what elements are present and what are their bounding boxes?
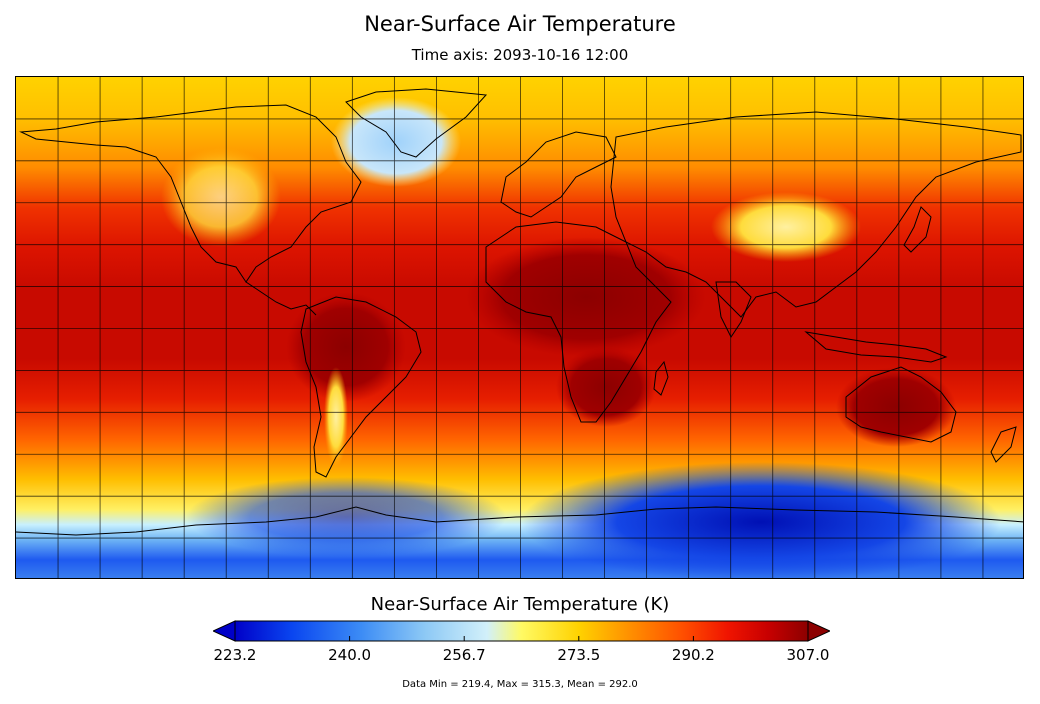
coastlines xyxy=(16,88,1023,536)
colorbar-high-arrow xyxy=(807,620,830,642)
south-america-coast xyxy=(300,296,422,478)
colorbar-tick-label-3: 273.5 xyxy=(557,646,601,664)
central-america-coast xyxy=(245,281,317,316)
temperature-anomalies xyxy=(161,97,1001,578)
temperature-map xyxy=(15,76,1024,579)
time-axis-subtitle: Time axis: 2093-10-16 12:00 xyxy=(411,46,629,64)
europe-coast xyxy=(500,131,617,218)
colorbar-title: Near-Surface Air Temperature (K) xyxy=(370,594,670,615)
colorbar-tick-label-2: 256.7 xyxy=(442,646,486,664)
colorbar-tick-label-0: 223.2 xyxy=(213,646,257,664)
antarctica-coast xyxy=(16,506,1023,536)
madagascar-coast xyxy=(653,360,669,396)
map-title: Near-Surface Air Temperature xyxy=(364,12,676,36)
greenland-coast xyxy=(345,88,488,158)
data-stats: Data Min = 219.4, Max = 315.3, Mean = 29… xyxy=(402,679,638,690)
colorbar-tick-label-5: 307.0 xyxy=(786,646,830,664)
africa-coast xyxy=(485,221,672,423)
australia-coast xyxy=(845,366,957,443)
indonesia-coast xyxy=(804,331,948,363)
japan-coast xyxy=(903,206,932,253)
colorbar-gradient xyxy=(234,620,809,642)
colorbar-low-arrow xyxy=(213,620,236,642)
colorbar xyxy=(213,620,830,642)
colorbar-ticks xyxy=(234,636,809,641)
north-america-coast xyxy=(19,104,362,283)
asia-coast xyxy=(610,111,1022,318)
graticule xyxy=(16,77,1023,578)
colorbar-tick-label-1: 240.0 xyxy=(328,646,372,664)
colorbar-tick-label-4: 290.2 xyxy=(671,646,715,664)
india-coast xyxy=(715,281,752,338)
